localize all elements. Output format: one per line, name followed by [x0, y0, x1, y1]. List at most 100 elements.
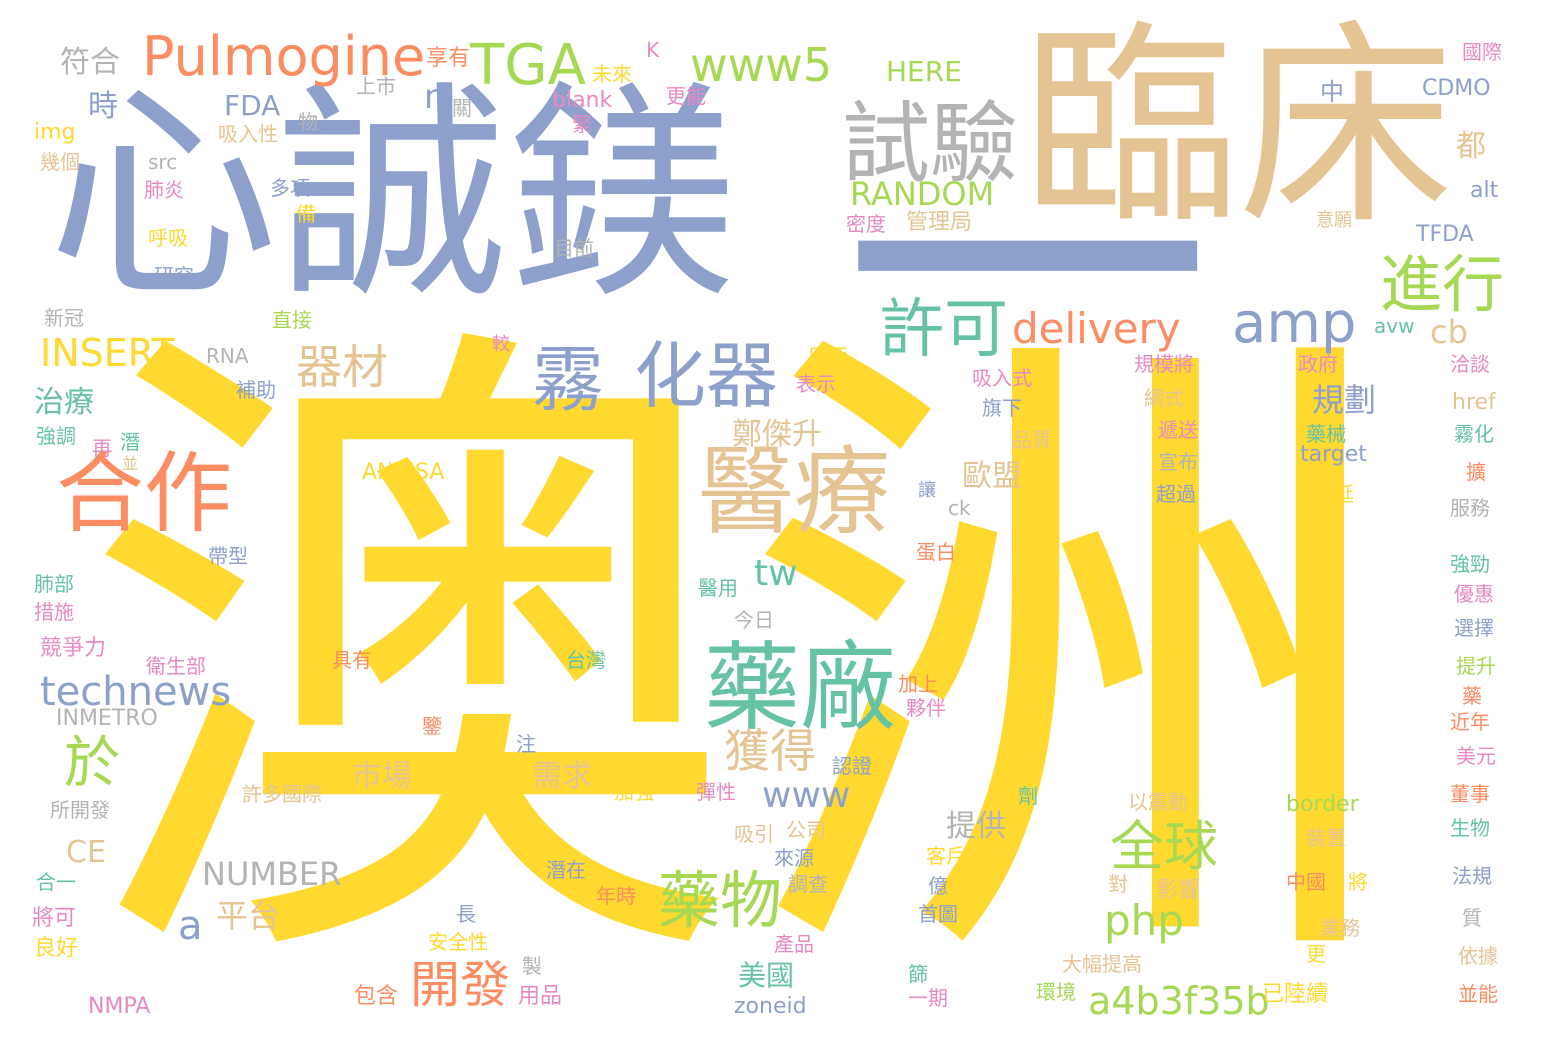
word: 調查	[788, 874, 828, 894]
word: NUMBER	[202, 858, 341, 890]
word: 認證	[832, 756, 872, 776]
word: 藥廠	[704, 640, 896, 736]
word: 影響	[1156, 880, 1200, 902]
word: 鑒	[422, 716, 442, 736]
word: 產品	[774, 934, 814, 954]
word: 彈性	[696, 782, 736, 802]
word: 霧	[532, 344, 604, 416]
word: INSERT	[40, 334, 175, 372]
word: 較	[492, 336, 510, 354]
word: 進行	[1380, 254, 1504, 316]
word: 將	[1348, 872, 1368, 892]
word: delivery	[1012, 308, 1181, 350]
word: 製	[522, 956, 542, 976]
word: 加上	[898, 674, 938, 694]
word: 已陸續	[1262, 984, 1328, 1006]
word: 品質	[1012, 430, 1052, 450]
word: 全球	[1110, 820, 1218, 874]
word: 歐盟	[962, 462, 1022, 492]
word: n	[424, 80, 446, 114]
word: 洽談	[1450, 354, 1490, 374]
word: 美元	[1456, 746, 1496, 766]
word: 生物	[1450, 818, 1490, 838]
word: cb	[1430, 316, 1468, 348]
word: CE	[66, 838, 106, 868]
word: 合一	[36, 872, 76, 892]
word: 再	[92, 438, 112, 458]
word: 國際	[1462, 42, 1502, 62]
word: 研究	[154, 266, 194, 286]
word: 藥械	[1306, 424, 1346, 444]
word: 於	[64, 736, 120, 792]
word: 市場	[352, 762, 412, 792]
word: blank	[552, 90, 612, 112]
word: 直接	[272, 310, 312, 330]
word: 所開發	[50, 800, 110, 820]
word: 讓	[918, 482, 936, 500]
word: 備	[296, 204, 316, 224]
word: 潛在	[546, 860, 586, 880]
word: 治療	[34, 388, 94, 418]
word: 並	[122, 456, 138, 472]
word: 超過	[1156, 484, 1196, 504]
word: 醫用	[698, 578, 738, 598]
word: 呼吸	[148, 228, 188, 248]
word: 中	[1320, 80, 1344, 104]
word: TFDA	[1416, 224, 1474, 246]
word: 需求	[532, 762, 592, 792]
word: 旗下	[982, 398, 1022, 418]
word: 將可	[32, 908, 76, 930]
word: 物	[298, 112, 318, 132]
word: 補助	[236, 380, 276, 400]
word: 今日	[734, 610, 774, 630]
word: 霧化	[1454, 424, 1494, 444]
word: 注	[516, 734, 536, 754]
word: 包含	[354, 986, 398, 1008]
word: 開發	[410, 960, 510, 1010]
word: 蔓延	[1314, 484, 1354, 504]
word: 擴	[1466, 462, 1486, 482]
word: 吸引	[734, 824, 774, 844]
word: 政府	[1298, 354, 1338, 374]
word: 用品	[518, 986, 562, 1008]
word: 潛	[120, 432, 140, 452]
word: FDA	[224, 92, 280, 120]
word: NMPA	[88, 996, 150, 1018]
word: 合作	[56, 450, 232, 538]
word: 巴西	[808, 346, 848, 366]
word: img	[34, 122, 76, 144]
word: 法規	[1452, 866, 1492, 886]
word: 獲得	[724, 728, 816, 774]
word: 劑	[1018, 786, 1038, 806]
word: 長	[456, 904, 476, 924]
word: 規模將	[1134, 354, 1194, 374]
word: 鄭傑升	[732, 420, 822, 450]
word: 質	[1462, 908, 1482, 928]
word: 中國	[1286, 872, 1326, 892]
word: 藥物	[658, 870, 782, 932]
word: 享有	[426, 48, 470, 70]
word: RNA	[206, 346, 249, 366]
word: 關	[452, 98, 472, 118]
word: 近年	[1450, 712, 1490, 732]
word: 措施	[34, 602, 74, 622]
word: 吸入式	[972, 368, 1032, 388]
word: 都	[1456, 132, 1486, 162]
word: 良好	[34, 938, 78, 960]
word: amp	[1232, 296, 1356, 352]
word: 吸入性	[218, 124, 278, 144]
word: www	[762, 778, 850, 814]
word: 受	[958, 572, 978, 592]
word: ck	[948, 498, 971, 518]
word: 提升	[1456, 656, 1496, 676]
word: 多項	[270, 178, 310, 198]
word: 加強	[614, 782, 654, 802]
word: 醫療	[698, 444, 890, 540]
word: src	[148, 152, 177, 172]
word: 帶型	[208, 546, 248, 566]
word: 意願	[1316, 212, 1352, 230]
word: 競爭力	[40, 638, 106, 660]
word: RANDOM	[850, 178, 994, 210]
word: target	[1300, 444, 1367, 466]
word: 衛生部	[146, 656, 206, 676]
